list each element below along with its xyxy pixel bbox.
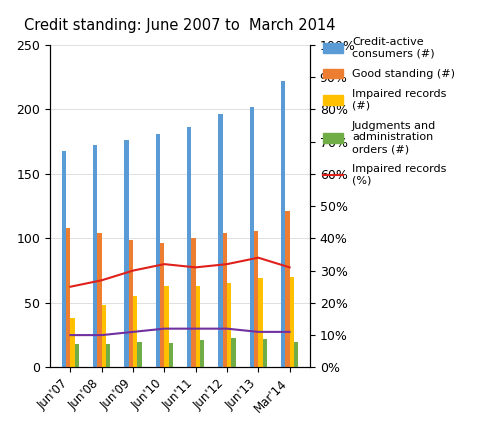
Bar (93, 146, 98, 367)
Bar (66, 228, 70, 367)
Bar (286, 211, 290, 367)
Bar (232, 338, 235, 367)
Bar (133, 297, 138, 367)
Bar (138, 341, 141, 367)
Bar (196, 286, 200, 367)
Legend: Credit-active
consumers (#), Good standing (#), Impaired records
(#), Judgments : Credit-active consumers (#), Good standi… (323, 37, 455, 185)
Bar (102, 306, 106, 367)
Bar (74, 344, 79, 367)
Bar (156, 134, 160, 367)
Bar (70, 319, 74, 367)
Bar (290, 277, 294, 367)
Bar (294, 341, 298, 367)
Bar (124, 140, 128, 367)
Bar (200, 340, 204, 367)
Text: Credit standing: June 2007 to  March 2014: Credit standing: June 2007 to March 2014 (24, 18, 336, 33)
Bar (218, 115, 222, 367)
Bar (254, 231, 258, 367)
Bar (187, 127, 192, 367)
Bar (128, 240, 133, 367)
Bar (222, 233, 227, 367)
Bar (192, 238, 196, 367)
Bar (98, 233, 102, 367)
Bar (281, 81, 285, 367)
Bar (262, 339, 267, 367)
Bar (106, 344, 110, 367)
Bar (168, 343, 173, 367)
Bar (258, 278, 262, 367)
Bar (62, 151, 66, 367)
Bar (164, 286, 168, 367)
Bar (160, 244, 164, 367)
Bar (227, 284, 232, 367)
Bar (250, 107, 254, 367)
